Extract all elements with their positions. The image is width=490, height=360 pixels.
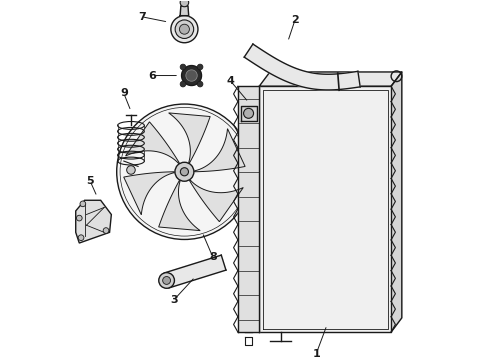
Circle shape [78, 235, 84, 240]
Polygon shape [238, 86, 259, 332]
Polygon shape [391, 72, 402, 332]
Circle shape [179, 24, 190, 34]
Circle shape [180, 168, 189, 176]
Text: 2: 2 [291, 15, 299, 25]
Text: 8: 8 [209, 252, 217, 262]
Text: 7: 7 [138, 12, 146, 22]
Polygon shape [123, 172, 174, 215]
Text: 5: 5 [86, 176, 94, 186]
Circle shape [180, 64, 186, 70]
Circle shape [163, 276, 171, 284]
Text: 4: 4 [227, 76, 235, 86]
Circle shape [127, 166, 135, 174]
Polygon shape [180, 6, 189, 16]
Polygon shape [241, 106, 257, 121]
Polygon shape [195, 129, 245, 172]
Circle shape [197, 64, 203, 70]
Text: 9: 9 [120, 88, 128, 98]
Polygon shape [244, 44, 360, 90]
Polygon shape [190, 180, 243, 222]
Text: 6: 6 [148, 71, 156, 81]
Polygon shape [159, 181, 200, 231]
Circle shape [175, 162, 194, 181]
Polygon shape [164, 255, 226, 288]
Circle shape [80, 201, 86, 207]
Text: 3: 3 [170, 295, 177, 305]
Circle shape [180, 0, 189, 7]
Circle shape [103, 228, 109, 233]
Polygon shape [76, 200, 111, 243]
Circle shape [186, 70, 197, 81]
Polygon shape [169, 113, 210, 163]
Polygon shape [259, 72, 402, 86]
Polygon shape [259, 86, 391, 332]
Circle shape [244, 108, 253, 118]
Circle shape [76, 215, 82, 221]
Circle shape [182, 66, 201, 86]
Text: 1: 1 [313, 348, 320, 359]
Circle shape [197, 81, 203, 87]
Circle shape [175, 20, 194, 39]
Polygon shape [125, 122, 179, 163]
Circle shape [117, 104, 252, 239]
Circle shape [171, 16, 198, 43]
Circle shape [159, 273, 174, 288]
Circle shape [180, 81, 186, 87]
